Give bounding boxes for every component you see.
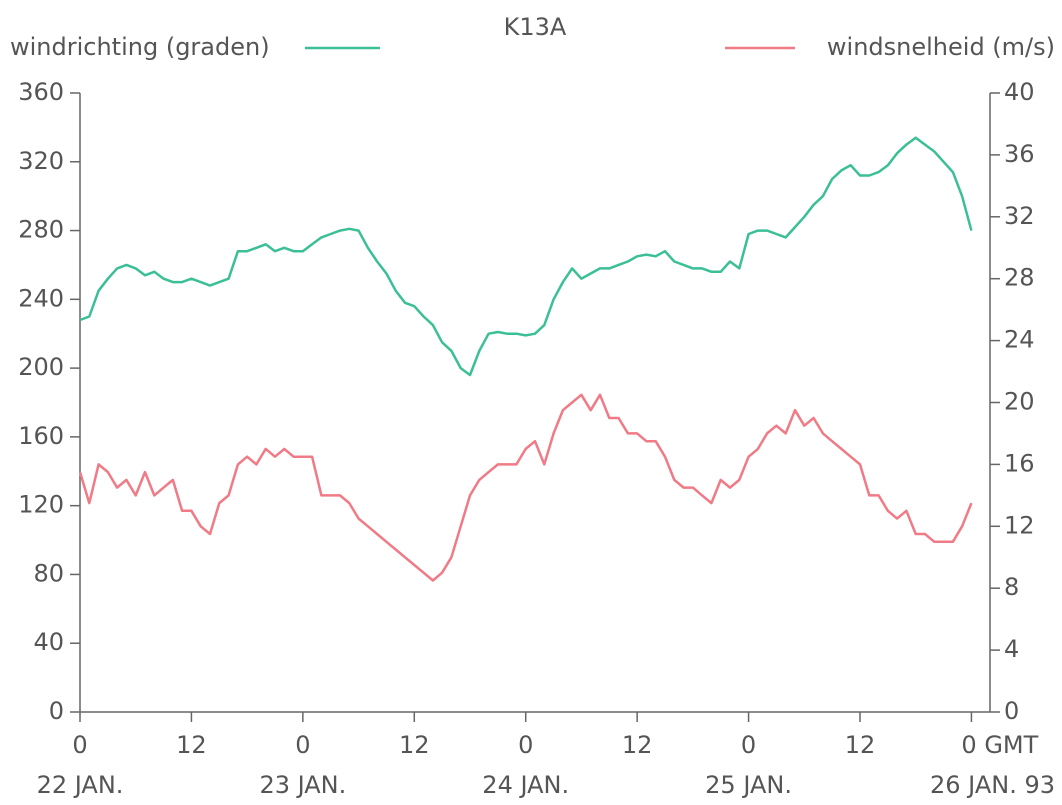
legend-label: windrichting (graden)	[10, 33, 270, 61]
x-tick-label: 0	[295, 731, 310, 759]
date-label: 26 JAN. 93	[930, 771, 1055, 799]
y-tick-label: 200	[18, 353, 64, 381]
y2-tick-label: 16	[1004, 449, 1035, 477]
x-tick-label: 12	[176, 731, 207, 759]
x-tick-label: 12	[845, 731, 876, 759]
y-tick-label: 240	[18, 284, 64, 312]
date-label: 25 JAN.	[705, 771, 792, 799]
y-tick-label: 160	[18, 422, 64, 450]
y2-tick-label: 36	[1004, 140, 1035, 168]
chart-title: K13A	[504, 13, 567, 41]
line-series	[78, 393, 973, 582]
y2-tick-label: 28	[1004, 264, 1035, 292]
y-tick-label: 280	[18, 216, 64, 244]
y2-tick-label: 8	[1004, 573, 1019, 601]
y-tick-label: 40	[33, 628, 64, 656]
y-tick-label: 320	[18, 147, 64, 175]
date-label: 23 JAN.	[259, 771, 346, 799]
x-tick-label: 0	[741, 731, 756, 759]
y2-tick-label: 4	[1004, 635, 1019, 663]
y2-tick-label: 12	[1004, 511, 1035, 539]
line-series	[79, 136, 973, 377]
y2-tick-label: 24	[1004, 326, 1035, 354]
x-tick-label: 0 GMT	[961, 731, 1038, 759]
y2-tick-label: 32	[1004, 202, 1035, 230]
x-tick-label: 12	[622, 731, 653, 759]
legend-label: windsnelheid (m/s)	[827, 33, 1055, 61]
y2-tick-label: 40	[1004, 78, 1035, 106]
x-tick-label: 0	[518, 731, 533, 759]
date-label: 22 JAN.	[37, 771, 124, 799]
y2-tick-label: 20	[1004, 388, 1035, 416]
date-label: 24 JAN.	[482, 771, 569, 799]
y-tick-label: 0	[49, 697, 64, 725]
x-tick-label: 12	[399, 731, 430, 759]
y-tick-label: 360	[18, 78, 64, 106]
x-tick-label: 0	[72, 731, 87, 759]
y-tick-label: 120	[18, 491, 64, 519]
y2-tick-label: 0	[1004, 697, 1019, 725]
y-tick-label: 80	[33, 559, 64, 587]
